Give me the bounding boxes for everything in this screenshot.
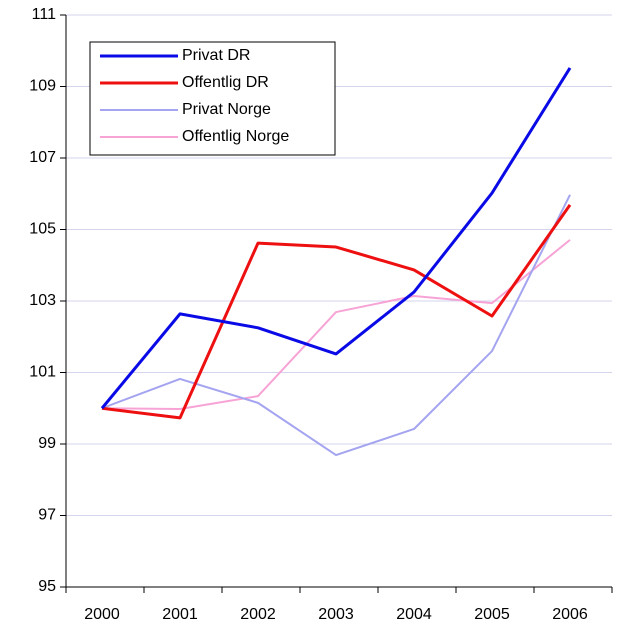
series-line xyxy=(101,194,571,457)
x-tick-label: 2002 xyxy=(240,606,276,623)
x-tick-label: 2005 xyxy=(474,606,510,623)
y-tick-label: 101 xyxy=(29,364,56,381)
x-tick-label: 2001 xyxy=(162,606,198,623)
y-tick-label: 105 xyxy=(29,221,56,238)
y-tick-label: 95 xyxy=(38,578,56,595)
legend-label: Privat Norge xyxy=(182,101,271,118)
series-line xyxy=(101,203,572,420)
y-tick-label: 97 xyxy=(38,507,56,524)
legend-label: Offentlig DR xyxy=(182,74,269,91)
x-tick-label: 2006 xyxy=(552,606,588,623)
x-tick-label: 2004 xyxy=(396,606,432,623)
y-tick-label: 99 xyxy=(38,435,56,452)
x-tick-label: 2000 xyxy=(84,606,120,623)
legend-label: Privat DR xyxy=(182,47,250,64)
series-line xyxy=(100,67,572,410)
y-tick-label: 109 xyxy=(29,78,56,95)
y-tick-label: 107 xyxy=(29,149,56,166)
x-tick-label: 2003 xyxy=(318,606,354,623)
y-tick-label: 103 xyxy=(29,292,56,309)
y-tick-label: 111 xyxy=(32,6,56,23)
series-line xyxy=(101,239,571,410)
legend-label: Offentlig Norge xyxy=(182,128,289,145)
